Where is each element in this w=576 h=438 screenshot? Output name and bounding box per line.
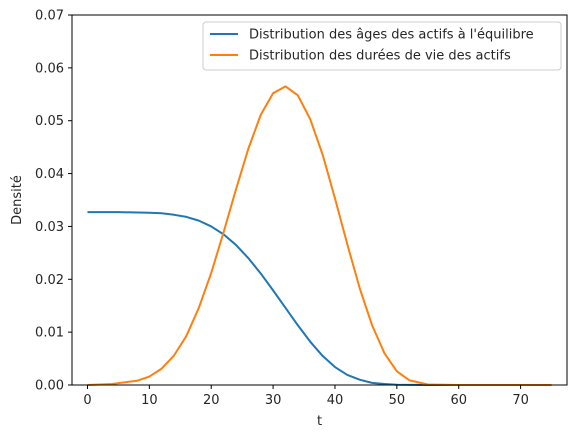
y-tick-label: 0.01 (35, 326, 64, 341)
y-axis: 0.00 0.01 0.02 0.03 0.04 0.05 0.06 0.07 (35, 9, 72, 394)
y-tick-label: 0.00 (35, 379, 64, 394)
legend-label-durees: Distribution des durées de vie des actif… (249, 49, 511, 64)
x-tick-label: 70 (512, 393, 529, 408)
y-tick-label: 0.05 (35, 114, 64, 129)
y-tick-label: 0.07 (35, 9, 64, 24)
y-axis-label: Densité (10, 175, 25, 225)
y-tick-label: 0.02 (35, 273, 64, 288)
plot-frame (71, 14, 568, 386)
x-tick-label: 60 (450, 393, 467, 408)
x-tick-label: 10 (141, 393, 158, 408)
x-axis: 0 10 20 30 40 50 60 70 (83, 385, 529, 408)
y-tick-label: 0.04 (35, 167, 64, 182)
y-tick-label: 0.03 (35, 220, 64, 235)
x-tick-label: 20 (203, 393, 220, 408)
y-tick-label: 0.06 (35, 61, 64, 76)
x-tick-label: 30 (265, 393, 282, 408)
legend-label-ages: Distribution des âges des actifs à l'équ… (249, 28, 534, 43)
x-tick-label: 0 (83, 393, 91, 408)
x-tick-label: 50 (389, 393, 406, 408)
legend-box (202, 21, 562, 71)
series-line-1 (87, 85, 552, 386)
legend: Distribution des âges des actifs à l'équ… (202, 21, 562, 71)
x-tick-label: 40 (327, 393, 344, 408)
x-axis-label: t (317, 414, 322, 429)
